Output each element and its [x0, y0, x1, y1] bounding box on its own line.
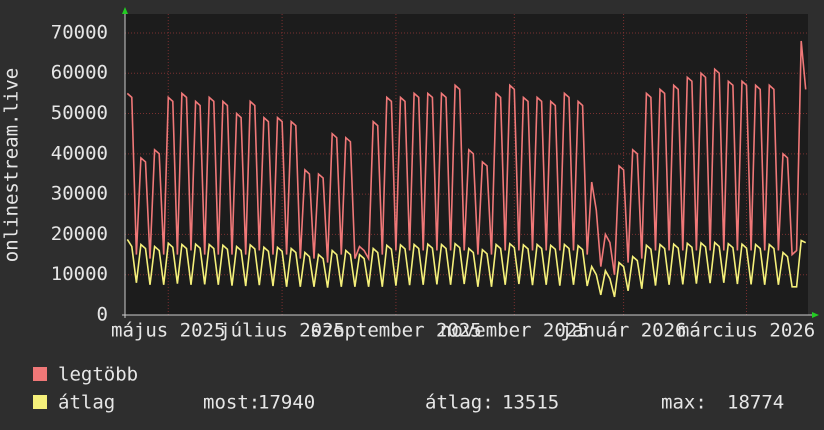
legend-label: legtöbb — [58, 364, 138, 386]
y-tick-label: 70000 — [51, 21, 108, 43]
stat-value: 18774 — [727, 392, 784, 414]
y-axis-label: onlinestream.live — [1, 68, 23, 262]
series-line — [126, 40, 807, 275]
grid — [125, 14, 808, 316]
stat-label: most: — [203, 392, 260, 414]
x-tick-label: március 2026 — [678, 320, 815, 342]
stat-label: max: — [661, 392, 707, 414]
y-tick-label: 0 — [97, 304, 108, 326]
legend-swatch — [33, 367, 47, 381]
x-tick-label: szeptember 2025 — [310, 320, 482, 342]
x-tick-label: július 2025 — [219, 320, 345, 342]
y-tick-label: 10000 — [51, 263, 108, 285]
x-tick-label: január 2026 — [561, 320, 687, 342]
y-tick-label: 60000 — [51, 62, 108, 84]
stat-value: 13515 — [502, 392, 559, 414]
y-tick-label: 30000 — [51, 183, 108, 205]
series-line — [126, 238, 807, 298]
y-arrow — [122, 7, 128, 14]
y-tick-label: 20000 — [51, 223, 108, 245]
lines — [126, 40, 807, 298]
stat-value: 17940 — [258, 392, 315, 414]
legend-swatch — [33, 395, 47, 409]
x-tick-label: november 2025 — [440, 320, 589, 342]
y-tick-label: 50000 — [51, 102, 108, 124]
x-arrow — [812, 312, 819, 318]
x-tick-label: május 2025 — [111, 320, 225, 342]
stat-label: átlag: — [425, 392, 494, 414]
legend-label: átlag — [58, 392, 115, 414]
y-tick-label: 40000 — [51, 142, 108, 164]
